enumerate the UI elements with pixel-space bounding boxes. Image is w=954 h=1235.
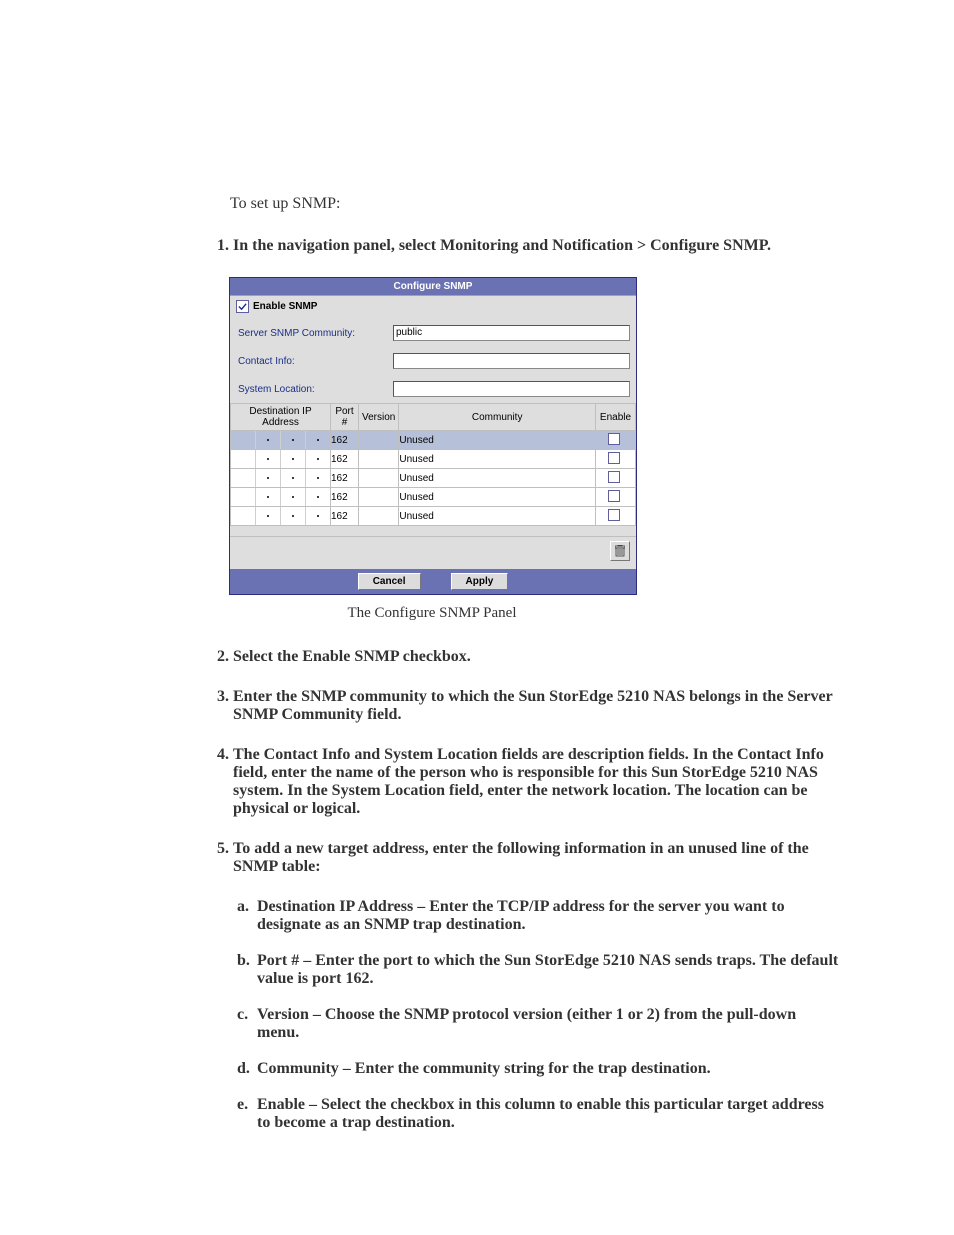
step-text: In the navigation panel, select Monitori… (233, 237, 839, 255)
enable-snmp-checkbox[interactable] (236, 300, 249, 313)
substep: c.Version – Choose the SNMP protocol ver… (237, 1006, 839, 1042)
contact-label: Contact Info: (238, 356, 393, 367)
step-text: The Contact Info and System Location fie… (233, 746, 839, 818)
substep-letter: b. (237, 952, 257, 988)
version-cell[interactable] (359, 450, 399, 469)
step-number: 5. (205, 840, 229, 876)
step-text: Select the Enable SNMP checkbox. (233, 648, 839, 666)
community-row: Server SNMP Community: public (230, 323, 636, 343)
contact-input[interactable] (393, 353, 630, 369)
contact-row: Contact Info: (230, 351, 636, 371)
enable-snmp-label: Enable SNMP (253, 301, 317, 312)
version-cell[interactable] (359, 469, 399, 488)
substep-letter: e. (237, 1096, 257, 1132)
cancel-button[interactable]: Cancel (358, 573, 421, 590)
step-3: 3. Enter the SNMP community to which the… (205, 688, 839, 724)
substep-letter: a. (237, 898, 257, 934)
step-5: 5. To add a new target address, enter th… (205, 840, 839, 876)
community-cell[interactable]: Unused (399, 431, 596, 450)
table-row[interactable]: 162 Unused (231, 450, 636, 469)
row-enable-checkbox[interactable] (608, 490, 620, 502)
step-number: 2. (205, 648, 229, 666)
step-1: 1. In the navigation panel, select Monit… (205, 237, 839, 255)
port-cell[interactable]: 162 (331, 431, 359, 450)
enable-cell (596, 507, 636, 526)
step-text: Enter the SNMP community to which the Su… (233, 688, 839, 724)
ip-cell[interactable] (231, 488, 331, 507)
configure-snmp-panel: Configure SNMP Enable SNMP Server SNMP C… (229, 277, 637, 595)
col-ip: Destination IP Address (231, 404, 331, 431)
trash-icon (615, 545, 625, 557)
community-cell[interactable]: Unused (399, 488, 596, 507)
substep-text: Destination IP Address – Enter the TCP/I… (257, 898, 839, 934)
community-input[interactable]: public (393, 325, 630, 341)
panel-title: Configure SNMP (230, 278, 636, 295)
ip-cell[interactable] (231, 431, 331, 450)
substep-text: Port # – Enter the port to which the Sun… (257, 952, 839, 988)
delete-button[interactable] (610, 541, 630, 561)
col-community: Community (399, 404, 596, 431)
substep-letter: d. (237, 1060, 257, 1078)
step-4: 4. The Contact Info and System Location … (205, 746, 839, 818)
table-row[interactable]: 162 Unused (231, 507, 636, 526)
step-number: 3. (205, 688, 229, 724)
step-number: 4. (205, 746, 229, 818)
col-port: Port # (331, 404, 359, 431)
substep: d.Community – Enter the community string… (237, 1060, 839, 1078)
figure-wrapper: Configure SNMP Enable SNMP Server SNMP C… (229, 277, 839, 622)
panel-body: Enable SNMP Server SNMP Community: publi… (230, 295, 636, 569)
port-cell[interactable]: 162 (331, 469, 359, 488)
enable-cell (596, 469, 636, 488)
substep: e.Enable – Select the checkbox in this c… (237, 1096, 839, 1132)
community-cell[interactable]: Unused (399, 507, 596, 526)
substep-text: Community – Enter the community string f… (257, 1060, 839, 1078)
substep-text: Enable – Select the checkbox in this col… (257, 1096, 839, 1132)
enable-cell (596, 431, 636, 450)
row-enable-checkbox[interactable] (608, 452, 620, 464)
row-enable-checkbox[interactable] (608, 509, 620, 521)
step-number: 1. (205, 237, 229, 255)
row-enable-checkbox[interactable] (608, 471, 620, 483)
version-cell[interactable] (359, 431, 399, 450)
col-enable: Enable (596, 404, 636, 431)
ip-cell[interactable] (231, 469, 331, 488)
port-cell[interactable]: 162 (331, 488, 359, 507)
figure-caption: The Configure SNMP Panel (229, 605, 635, 622)
community-cell[interactable]: Unused (399, 450, 596, 469)
row-enable-checkbox[interactable] (608, 433, 620, 445)
step-2: 2. Select the Enable SNMP checkbox. (205, 648, 839, 666)
col-version: Version (359, 404, 399, 431)
step-text: To add a new target address, enter the f… (233, 840, 839, 876)
version-cell[interactable] (359, 488, 399, 507)
ip-cell[interactable] (231, 450, 331, 469)
location-input[interactable] (393, 381, 630, 397)
panel-footer: Cancel Apply (230, 569, 636, 594)
table-row[interactable]: 162 Unused (231, 431, 636, 450)
check-icon (238, 302, 247, 311)
substep: b.Port # – Enter the port to which the S… (237, 952, 839, 988)
table-row[interactable]: 162 Unused (231, 469, 636, 488)
document-page: To set up SNMP: 1. In the navigation pan… (0, 0, 954, 1235)
enable-snmp-row: Enable SNMP (230, 296, 636, 323)
trash-row (230, 536, 636, 565)
location-label: System Location: (238, 384, 393, 395)
intro-text: To set up SNMP: (230, 195, 839, 213)
snmp-table: Destination IP Address Port # Version Co… (230, 403, 636, 526)
table-header-row: Destination IP Address Port # Version Co… (231, 404, 636, 431)
location-row: System Location: (230, 379, 636, 399)
ip-cell[interactable] (231, 507, 331, 526)
table-row[interactable]: 162 Unused (231, 488, 636, 507)
version-cell[interactable] (359, 507, 399, 526)
port-cell[interactable]: 162 (331, 507, 359, 526)
substep-text: Version – Choose the SNMP protocol versi… (257, 1006, 839, 1042)
community-cell[interactable]: Unused (399, 469, 596, 488)
enable-cell (596, 450, 636, 469)
community-label: Server SNMP Community: (238, 328, 393, 339)
apply-button[interactable]: Apply (451, 573, 509, 590)
enable-cell (596, 488, 636, 507)
substep: a.Destination IP Address – Enter the TCP… (237, 898, 839, 934)
port-cell[interactable]: 162 (331, 450, 359, 469)
substep-letter: c. (237, 1006, 257, 1042)
